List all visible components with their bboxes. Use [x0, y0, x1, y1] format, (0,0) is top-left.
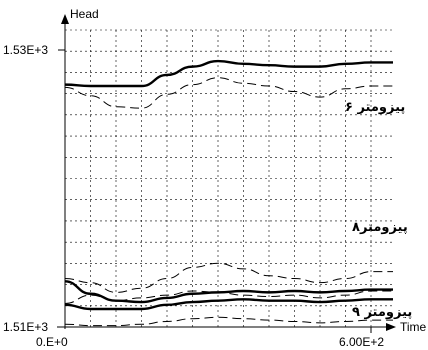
grid [65, 29, 392, 328]
x-tick-label-left: 0.E+0 [36, 335, 68, 349]
x-axis-arrow [386, 323, 396, 331]
annotation-piezometer-9: پیزومتر ۹ [352, 305, 412, 320]
y-tick-label-bottom: 1.51E+3 [3, 320, 48, 334]
annotation-piezometer-8: پیزومتر۸ [352, 220, 408, 235]
series-line-2 [64, 77, 393, 109]
annotation-piezometer-6: پیزومتر ۶ [345, 100, 405, 115]
series-line-3 [64, 262, 393, 293]
series-line-7 [64, 316, 393, 327]
y-axis-arrow [61, 14, 69, 24]
series-line-5 [64, 290, 393, 304]
x-axis-label: Time [400, 320, 427, 334]
y-tick-label-top: 1.53E+3 [3, 43, 48, 57]
series-line-6 [64, 298, 393, 311]
x-tick-label-right: 6.00E+2 [339, 335, 384, 349]
axes [57, 14, 396, 333]
series-line-1 [64, 59, 393, 88]
series-line-4 [64, 280, 393, 304]
series-layer [64, 59, 393, 327]
y-axis-label: Head [70, 7, 99, 21]
